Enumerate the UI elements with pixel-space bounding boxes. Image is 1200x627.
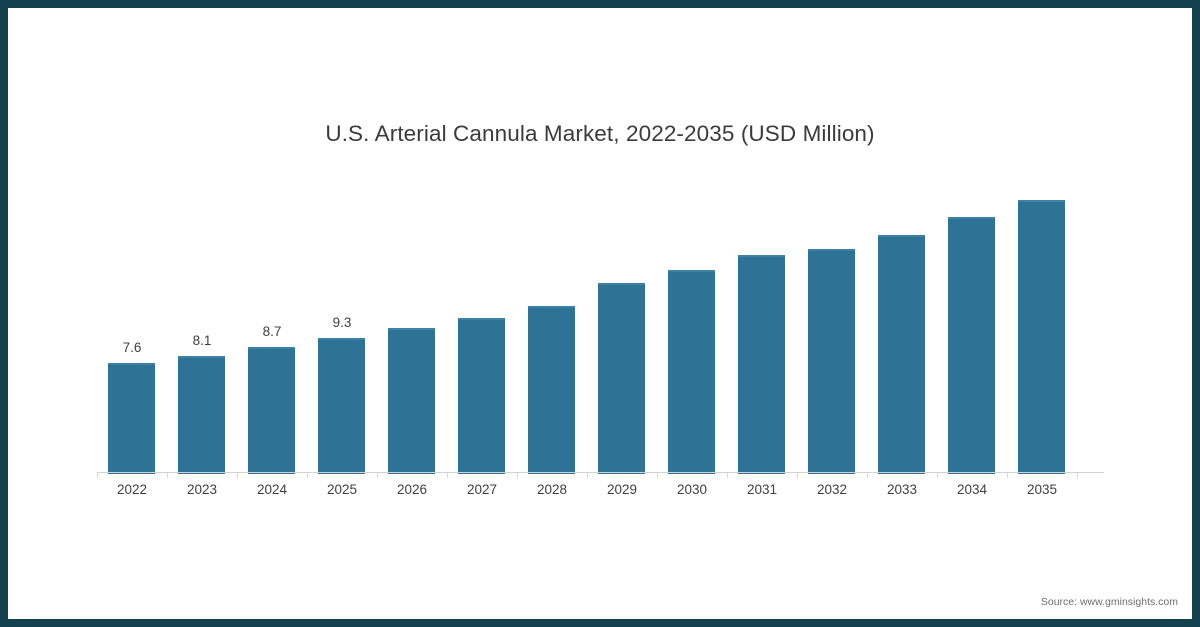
x-tick-label-2030: 2030 xyxy=(676,482,708,497)
bar[interactable] xyxy=(108,363,155,474)
x-tick-label-2033: 2033 xyxy=(886,482,918,497)
x-axis-tick xyxy=(587,473,588,478)
bar[interactable] xyxy=(598,283,645,474)
bar-group: 8.1 xyxy=(167,178,237,474)
x-tick-label-2025: 2025 xyxy=(326,482,358,497)
bar-group xyxy=(1007,178,1077,474)
bar[interactable] xyxy=(948,217,995,474)
x-axis-tick xyxy=(447,473,448,478)
bar[interactable] xyxy=(1018,199,1065,474)
bar-group: 8.7 xyxy=(237,178,307,474)
x-tick-label-2027: 2027 xyxy=(466,482,498,497)
x-tick-label-2026: 2026 xyxy=(396,482,428,497)
x-tick-label-2023: 2023 xyxy=(186,482,218,497)
bar-group: 7.6 xyxy=(97,178,167,474)
chart-canvas: U.S. Arterial Cannula Market, 2022-2035 … xyxy=(8,8,1192,619)
bar-group xyxy=(517,178,587,474)
x-tick-label-2032: 2032 xyxy=(816,482,848,497)
x-tick-label-2028: 2028 xyxy=(536,482,568,497)
x-axis-tick xyxy=(517,473,518,478)
bar[interactable] xyxy=(248,347,295,474)
bar-value-label: 7.6 xyxy=(122,340,142,356)
x-axis-tick xyxy=(867,473,868,478)
x-tick-label-2034: 2034 xyxy=(956,482,988,497)
bar-group xyxy=(587,178,657,474)
bar-group: 9.3 xyxy=(307,178,377,474)
x-tick-label-2022: 2022 xyxy=(116,482,148,497)
x-axis-tick xyxy=(1077,473,1078,478)
x-axis-tick xyxy=(1007,473,1008,478)
x-axis-tick xyxy=(97,473,98,478)
x-axis-tick xyxy=(167,473,168,478)
bar-group xyxy=(937,178,1007,474)
bar[interactable] xyxy=(808,249,855,474)
bar[interactable] xyxy=(668,269,715,474)
x-axis-tick xyxy=(797,473,798,478)
bar-group xyxy=(797,178,867,474)
x-axis-tick xyxy=(727,473,728,478)
x-axis-tick-labels: 2022 2023 2024 2025 2026 2027 2028 2029 2030 2031… xyxy=(97,482,1102,506)
x-axis-line xyxy=(97,472,1104,473)
bar[interactable] xyxy=(318,338,365,474)
x-axis-tick xyxy=(377,473,378,478)
bar-group xyxy=(447,178,517,474)
x-axis-tick xyxy=(657,473,658,478)
x-tick-label-2031: 2031 xyxy=(746,482,778,497)
bar[interactable] xyxy=(528,306,575,474)
bar-value-label: 8.1 xyxy=(192,332,212,348)
x-tick-label-2029: 2029 xyxy=(606,482,638,497)
bar-group xyxy=(727,178,797,474)
x-axis-tick xyxy=(307,473,308,478)
x-axis-tick xyxy=(937,473,938,478)
x-tick-label-2024: 2024 xyxy=(256,482,288,497)
x-axis-tick xyxy=(237,473,238,478)
bar[interactable] xyxy=(178,355,225,474)
plot-area: 7.6 8.1 8.7 9.3 xyxy=(97,178,1102,474)
bar-value-label: 8.7 xyxy=(262,324,282,340)
bar-value-label: 9.3 xyxy=(332,315,352,331)
bar[interactable] xyxy=(878,234,925,474)
bar[interactable] xyxy=(458,317,505,474)
x-tick-label-2035: 2035 xyxy=(1026,482,1058,497)
bar[interactable] xyxy=(388,328,435,474)
bar[interactable] xyxy=(738,255,785,474)
bar-group xyxy=(657,178,727,474)
chart-title: U.S. Arterial Cannula Market, 2022-2035 … xyxy=(325,121,875,146)
bar-group xyxy=(377,178,447,474)
source-attribution: Source: www.gminsights.com xyxy=(1040,596,1178,608)
bar-group xyxy=(867,178,937,474)
